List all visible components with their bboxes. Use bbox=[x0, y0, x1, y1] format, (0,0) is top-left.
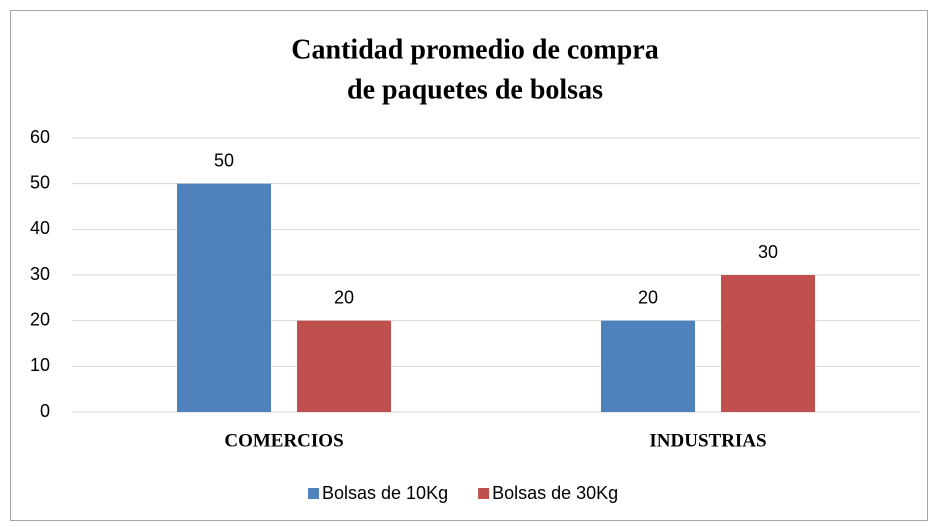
y-tick-label: 60 bbox=[30, 127, 50, 147]
legend-swatch bbox=[308, 488, 319, 499]
y-tick-label: 20 bbox=[30, 309, 50, 329]
y-tick-label: 0 bbox=[40, 401, 50, 421]
y-tick-label: 30 bbox=[30, 264, 50, 284]
x-tick-label: INDUSTRIAS bbox=[649, 430, 766, 451]
chart-title: Cantidad promedio de compra bbox=[291, 34, 658, 65]
data-label: 20 bbox=[334, 287, 354, 307]
bar bbox=[177, 183, 271, 412]
bar bbox=[297, 320, 391, 412]
legend-label: Bolsas de 30Kg bbox=[492, 483, 618, 503]
chart-border bbox=[10, 10, 928, 521]
chart-title: de paquetes de bolsas bbox=[347, 74, 603, 105]
data-label: 50 bbox=[214, 150, 234, 170]
data-label: 30 bbox=[758, 242, 778, 262]
x-tick-label: COMERCIOS bbox=[224, 430, 343, 451]
legend-swatch bbox=[478, 488, 490, 499]
bar bbox=[721, 275, 815, 412]
y-tick-label: 50 bbox=[30, 172, 50, 192]
y-tick-label: 10 bbox=[30, 355, 50, 375]
legend-label: Bolsas de 10Kg bbox=[322, 483, 448, 503]
y-tick-label: 40 bbox=[30, 218, 50, 238]
bar bbox=[601, 320, 695, 412]
data-label: 20 bbox=[638, 287, 658, 307]
